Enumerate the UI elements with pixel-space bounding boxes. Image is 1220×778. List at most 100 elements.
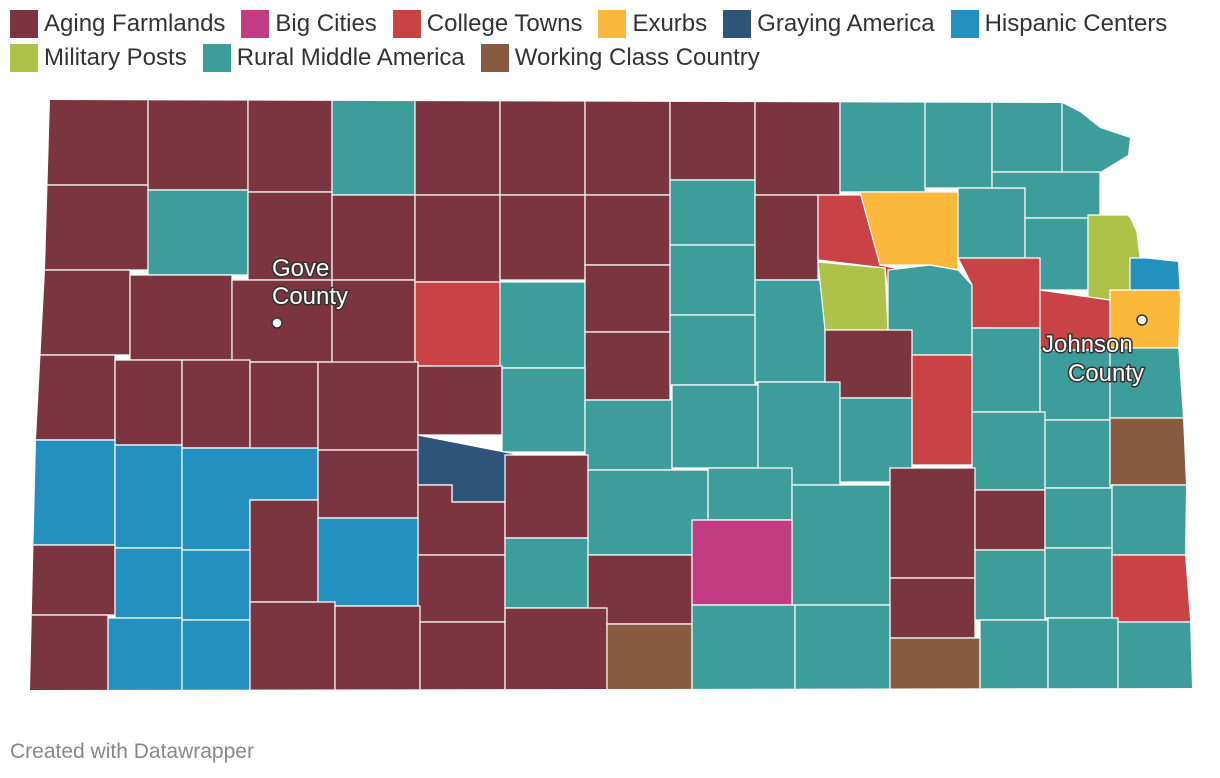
county-rural-63[interactable] (1044, 419, 1111, 489)
county-hispanic-93[interactable] (107, 617, 183, 700)
county-hispanic-29[interactable] (1129, 257, 1200, 293)
legend-item-big-cities[interactable]: Big Cities (241, 10, 377, 38)
county-aging-68[interactable] (317, 449, 419, 519)
county-aging-69[interactable] (249, 499, 319, 603)
county-rural-89[interactable] (974, 549, 1046, 621)
county-aging-84[interactable] (417, 554, 506, 623)
county-college-47[interactable] (911, 354, 973, 466)
county-hispanic-82[interactable] (181, 549, 251, 621)
county-aging-95[interactable] (249, 601, 336, 700)
county-rural-101[interactable] (794, 604, 891, 700)
gove-county-label-line2: County (272, 283, 348, 310)
legend-item-college-towns[interactable]: College Towns (392, 10, 582, 38)
county-college-34[interactable] (414, 281, 501, 367)
county-rural-37[interactable] (669, 244, 756, 316)
county-aging-96[interactable] (334, 605, 421, 700)
county-rural-85[interactable] (504, 537, 589, 609)
county-rural-4[interactable] (331, 95, 416, 196)
county-aging-52[interactable] (114, 359, 183, 446)
county-rural-10[interactable] (839, 95, 926, 193)
county-rural-12[interactable] (991, 95, 1063, 173)
legend-item-military-posts[interactable]: Military Posts (10, 44, 187, 72)
county-rural-100[interactable] (691, 604, 796, 700)
legend-item-aging-farmlands[interactable]: Aging Farmlands (10, 10, 225, 38)
county-aging-9[interactable] (754, 95, 841, 196)
county-rural-38[interactable] (754, 279, 826, 383)
county-college-91[interactable] (1111, 554, 1200, 623)
county-aging-54[interactable] (249, 361, 319, 451)
county-aging-53[interactable] (181, 359, 251, 449)
legend-item-graying-america[interactable]: Graying America (723, 10, 935, 38)
county-rural-15[interactable] (147, 189, 249, 276)
county-aging-31[interactable] (129, 274, 233, 361)
county-aging-77[interactable] (974, 489, 1046, 551)
county-rural-11[interactable] (924, 95, 993, 189)
county-aging-7[interactable] (584, 95, 671, 196)
county-aging-20[interactable] (584, 194, 671, 266)
county-aging-5[interactable] (414, 95, 501, 196)
legend-item-exurbs[interactable]: Exurbs (598, 10, 707, 38)
gove-county-marker (271, 317, 283, 329)
county-hispanic-65[interactable] (30, 439, 116, 546)
county-aging-80[interactable] (28, 544, 116, 616)
county-aging-18[interactable] (414, 194, 501, 283)
county-aging-44[interactable] (584, 331, 671, 401)
legend-item-rural-middle-america[interactable]: Rural Middle America (202, 44, 465, 72)
county-hispanic-83[interactable] (317, 517, 419, 607)
county-rural-104[interactable] (1047, 617, 1119, 700)
county-aging-14[interactable] (39, 184, 149, 271)
annotation-layer: Gove County Johnson County (271, 254, 1148, 389)
county-aging-36[interactable] (584, 264, 671, 333)
county-working-99[interactable] (606, 623, 693, 700)
county-rural-27[interactable] (1024, 217, 1089, 291)
county-rural-75[interactable] (791, 484, 891, 606)
county-rural-13[interactable] (1061, 95, 1200, 179)
county-aging-56[interactable] (417, 365, 503, 436)
county-rural-73[interactable] (587, 469, 709, 556)
county-rural-21[interactable] (669, 179, 756, 246)
county-rural-79[interactable] (1111, 484, 1200, 556)
county-aging-88[interactable] (889, 577, 976, 639)
county-aging-30[interactable] (39, 269, 131, 356)
county-aging-8[interactable] (669, 95, 756, 181)
county-rural-90[interactable] (1044, 547, 1113, 619)
county-hispanic-94[interactable] (181, 619, 251, 700)
county-hispanic-81[interactable] (114, 547, 183, 619)
legend-swatch-rural-middle-america (202, 44, 231, 72)
county-aging-17[interactable] (331, 194, 416, 281)
legend-item-working-class-country[interactable]: Working Class Country (480, 44, 760, 72)
county-aging-22[interactable] (754, 194, 819, 281)
county-military-39[interactable] (817, 261, 889, 331)
county-rural-50[interactable] (1109, 347, 1200, 419)
county-aging-55[interactable] (317, 361, 419, 451)
county-aging-51[interactable] (34, 354, 116, 441)
county-rural-45[interactable] (669, 314, 756, 386)
county-rural-62[interactable] (971, 411, 1046, 491)
county-rural-59[interactable] (671, 384, 759, 469)
county-aging-97[interactable] (419, 621, 506, 700)
county-rural-78[interactable] (1044, 487, 1113, 549)
county-rural-103[interactable] (979, 619, 1049, 700)
county-aging-6[interactable] (499, 95, 586, 196)
legend-item-hispanic-centers[interactable]: Hispanic Centers (950, 10, 1167, 38)
county-rural-35[interactable] (499, 281, 586, 369)
county-aging-1[interactable] (44, 95, 149, 186)
county-rural-57[interactable] (501, 367, 586, 453)
county-aging-98[interactable] (504, 607, 608, 700)
county-aging-76[interactable] (889, 467, 976, 579)
county-aging-72[interactable] (504, 454, 589, 539)
county-aging-3[interactable] (247, 95, 333, 193)
county-aging-19[interactable] (499, 194, 586, 281)
county-rural-105[interactable] (1117, 621, 1200, 700)
county-hispanic-66[interactable] (114, 444, 183, 549)
county-exurbs-43[interactable] (1109, 289, 1200, 349)
county-rural-25[interactable] (957, 187, 1026, 259)
county-aging-2[interactable] (147, 95, 249, 191)
county-aging-92[interactable] (25, 614, 109, 700)
county-big-87[interactable] (691, 519, 793, 606)
county-working-64[interactable] (1109, 417, 1200, 486)
county-working-102[interactable] (889, 637, 981, 700)
county-rural-74[interactable] (707, 467, 793, 521)
county-rural-58[interactable] (584, 399, 673, 471)
county-rural-48[interactable] (971, 327, 1041, 413)
